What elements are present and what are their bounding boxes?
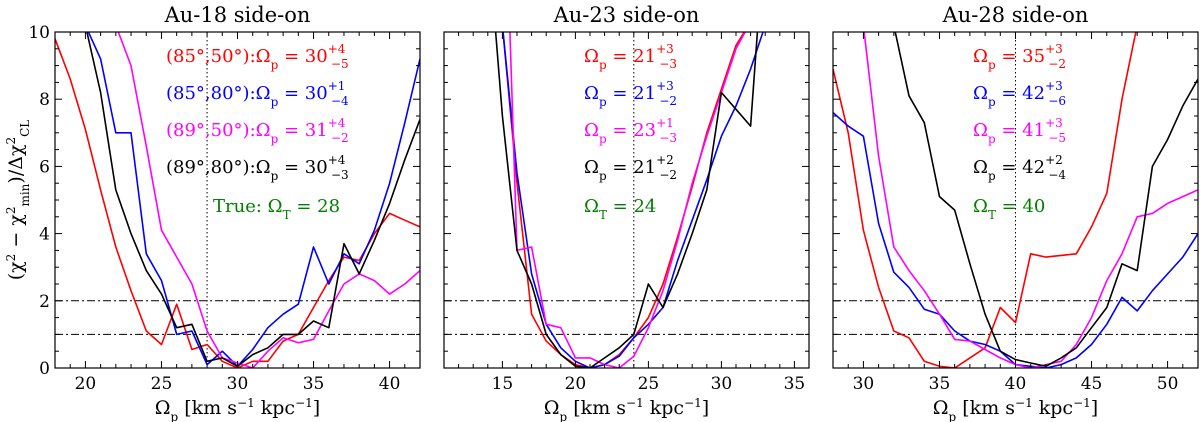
series-line-black [86,32,420,368]
legend-entry-magenta: Ωp = 23+1 −3 [584,116,677,146]
x-tick-label: 40 [1005,374,1027,394]
panel-1: Au-18 side-on 20 25 30 35 40 0 2 4 6 8 10 Ωp [km s−1… [28,3,421,422]
legend-entry-red: Ωp = 21+3 −3 [584,42,677,72]
series-line-red [55,38,420,368]
legend-entry-blue: Ωp = 42+3 −6 [973,79,1066,109]
legend-entry-magenta: Ωp = 41+3 −5 [973,116,1066,146]
x-tick-label: 30 [711,374,733,394]
x-tick-label: 50 [1157,374,1179,394]
series-line-red [502,32,746,368]
series-line-black [494,32,759,368]
legend-entry-magenta: (89°,50°):Ωp = 31+4 −2 [166,116,349,146]
x-tick-label: 20 [565,374,587,394]
panel-title: Au-23 side-on [553,3,700,27]
panel-title: Au-18 side-on [164,3,311,27]
y-tick-label: 4 [39,225,50,245]
legend-entry-red: Ωp = 35+3 −2 [973,42,1066,72]
y-tick-label: 6 [39,157,50,177]
legend-entry-blue: (85°,80°):Ωp = 30+1 −4 [166,79,349,109]
legend-entry-red: (85°,50°):Ωp = 30+4 −5 [166,42,349,72]
x-axis-label: Ωp [km s−1 kpc−1] [155,396,320,422]
y-axis-label: (χ2 − χ2min)/Δχ2CL [4,120,32,281]
true-value-annotation: ΩT = 40 [973,196,1045,222]
panel-2: Au-23 side-on 15 20 25 30 35 Ωp [km s−1 kpc−1]… [443,3,810,422]
x-tick-label: 30 [853,374,875,394]
x-tick-label: 20 [75,374,97,394]
x-tick-label: 25 [638,374,660,394]
legend-entry-blue: Ωp = 21+3 −2 [584,79,677,109]
y-tick-label: 2 [39,292,50,312]
legend-entry-black: Ωp = 21+2 −2 [584,153,677,183]
x-axis-label: Ωp [km s−1 kpc−1] [544,396,709,422]
y-tick-label: 8 [39,90,50,110]
series-line-red [833,32,1137,368]
x-tick-label: 25 [151,374,173,394]
x-tick-label: 35 [784,374,806,394]
panel-3: Au-28 side-on 30 35 40 45 50 Ωp [km s−1 kpc−1]… [832,3,1199,422]
legend-entry-black: (89°,80°):Ωp = 30+4 −3 [166,153,349,183]
x-tick-label: 35 [929,374,951,394]
true-value-annotation: True: ΩT = 28 [213,196,340,222]
y-tick-label: 0 [39,359,50,379]
series-line-magenta [863,32,1198,368]
series-line-blue [87,32,420,368]
x-tick-label: 40 [379,374,401,394]
x-tick-label: 45 [1081,374,1103,394]
x-axis-label: Ωp [km s−1 kpc−1] [933,396,1098,422]
series-line-magenta [509,32,747,368]
y-tick-label: 10 [28,23,50,43]
x-tick-label: 30 [227,374,249,394]
series-line-magenta [117,32,420,368]
x-tick-label: 15 [492,374,514,394]
x-tick-label: 35 [303,374,325,394]
panel-title: Au-28 side-on [942,3,1089,27]
legend-entry-black: Ωp = 42+2 −4 [973,153,1066,183]
true-value-annotation: ΩT = 24 [584,196,656,222]
